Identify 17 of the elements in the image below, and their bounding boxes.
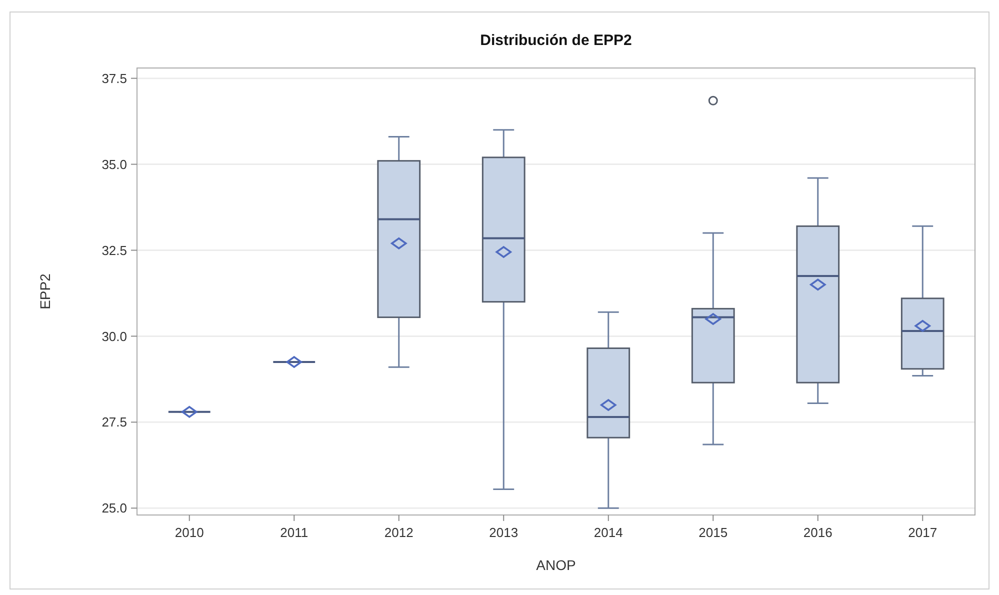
y-tick-label: 30.0 [102,328,127,344]
x-tick-label: 2010 [174,525,204,540]
y-tick-label: 35.0 [102,156,127,172]
x-tick-label: 2011 [280,525,308,540]
x-tick-label: 2017 [908,525,938,540]
x-tick-label: 2016 [803,525,832,540]
x-tick-label: 2012 [384,525,414,540]
x-axis-title: ANOP [536,557,576,573]
x-tick-label: 2013 [489,525,518,540]
y-tick-label: 32.5 [102,242,127,258]
y-axis-title: EPP2 [37,273,53,310]
y-tick-label: 25.0 [102,500,127,516]
y-tick-label: 37.5 [102,70,127,86]
chart-title: Distribución de EPP2 [480,32,632,49]
y-tick-label: 27.5 [102,414,127,430]
x-tick-label: 2014 [594,525,623,540]
x-tick-label: 2015 [698,525,728,540]
